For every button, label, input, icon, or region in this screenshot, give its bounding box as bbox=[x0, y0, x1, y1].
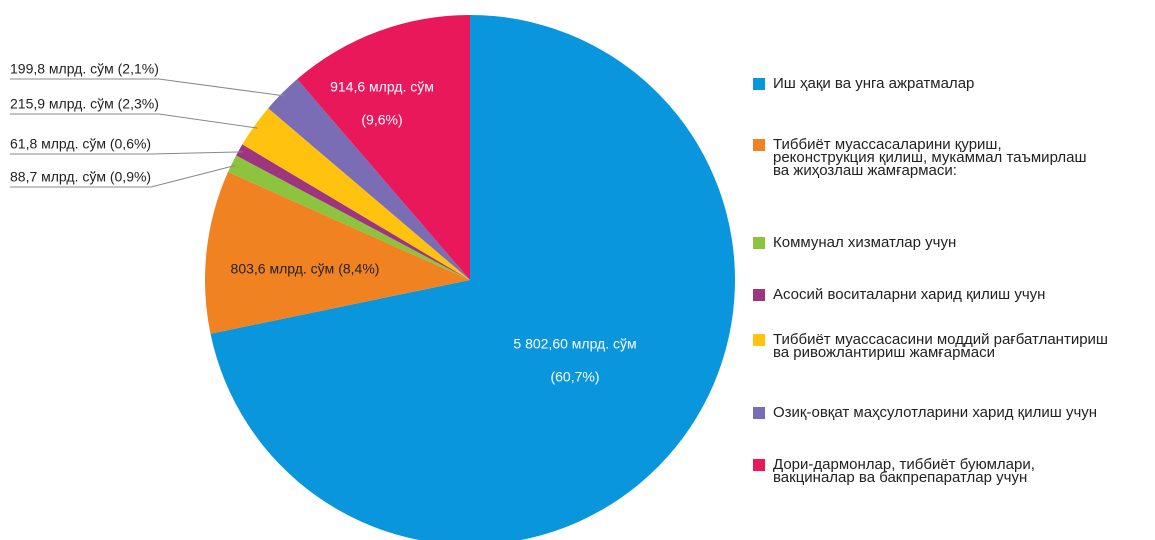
legend-swatch bbox=[753, 139, 765, 151]
legend-swatch bbox=[753, 289, 765, 301]
data-label: 215,9 млрд. сўм (2,3%) bbox=[10, 96, 159, 112]
pie-slice bbox=[210, 15, 736, 540]
legend-swatch bbox=[753, 78, 765, 90]
leader-line bbox=[10, 164, 236, 188]
legend-label: Озиқ-овқат маҳсулотларини харид қилиш уч… bbox=[773, 404, 1097, 421]
leader-line bbox=[10, 78, 285, 97]
data-label: 88,7 млрд. сўм (0,9%) bbox=[10, 169, 151, 185]
leader-line bbox=[10, 151, 243, 155]
legend-label: Иш ҳақи ва унга ажратмалар bbox=[773, 75, 974, 92]
legend-swatch bbox=[753, 459, 765, 471]
pie-slice bbox=[268, 79, 470, 281]
data-label: (9,6%) bbox=[361, 112, 402, 128]
legend-label: Тиббиёт муассасаларини қуриш, bbox=[773, 136, 1002, 153]
legend-label: Асосий воситаларни харид қилиш учун bbox=[773, 286, 1045, 303]
data-label: (60,7%) bbox=[550, 369, 599, 385]
legend-label: ва ривожлантириш жамғармаси bbox=[773, 344, 995, 361]
legend-label: реконструкция қилиш, мукаммал таъмирлаш bbox=[773, 149, 1087, 166]
pie-slice bbox=[297, 15, 470, 280]
leader-line bbox=[10, 113, 258, 129]
legend-label: Тиббиёт муассасасини моддий рағбатлантир… bbox=[773, 331, 1108, 348]
data-label: 914,6 млрд. сўм bbox=[330, 79, 434, 95]
pie-slice bbox=[205, 171, 470, 334]
pie-slice bbox=[228, 155, 470, 280]
legend-swatch bbox=[753, 237, 765, 249]
pie-slice bbox=[242, 108, 470, 280]
legend-swatch bbox=[753, 334, 765, 346]
legend-label: вакциналар ва бакпрепаратлар учун bbox=[773, 469, 1027, 486]
legend-label: Дори-дармонлар, тиббиёт буюмлари, bbox=[773, 456, 1035, 473]
legend-swatch bbox=[753, 407, 765, 419]
data-label: 803,6 млрд. сўм (8,4%) bbox=[231, 261, 380, 277]
legend-label: ва жиҳозлаш жамғармаси: bbox=[773, 162, 957, 179]
data-label: 5 802,60 млрд. сўм bbox=[513, 336, 636, 352]
data-label: 61,8 млрд. сўм (0,6%) bbox=[10, 136, 151, 152]
legend-label: Коммунал хизматлар учун bbox=[773, 234, 956, 251]
pie-slice bbox=[236, 144, 470, 280]
data-label: 199,8 млрд. сўм (2,1%) bbox=[10, 61, 159, 77]
